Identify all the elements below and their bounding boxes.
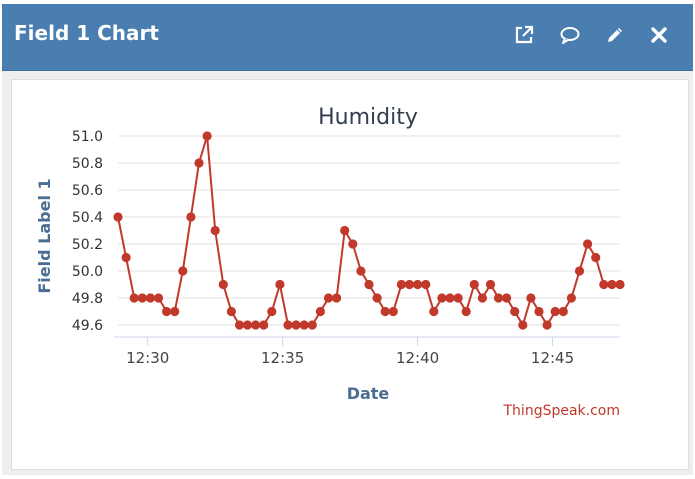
data-point: [307, 320, 317, 330]
data-point: [607, 279, 617, 290]
data-point: [153, 293, 164, 303]
data-point: [162, 306, 172, 317]
chart-panel: Humidity 51.0 50.8 50.6 50.4 50.2 50.0 49.8 49.6…: [11, 79, 689, 470]
data-point: [251, 320, 261, 330]
data-point: [186, 212, 196, 222]
data-point: [234, 320, 245, 330]
data-point: [558, 306, 568, 317]
widget-header: Field 1 Chart: [2, 4, 693, 71]
data-point: [477, 293, 487, 303]
data-point: [566, 293, 577, 303]
data-point: [550, 306, 560, 317]
data-point: [315, 306, 325, 317]
y-tick-label: 51.0: [72, 129, 103, 145]
data-point: [226, 306, 236, 317]
data-point: [413, 279, 423, 290]
data-point: [372, 293, 382, 303]
y-tick-label: 50.0: [72, 264, 103, 280]
data-point: [242, 320, 253, 330]
data-point: [194, 158, 204, 168]
data-point: [510, 306, 520, 317]
data-point: [534, 306, 544, 317]
data-point: [502, 293, 512, 303]
data-point: [518, 320, 528, 330]
data-point: [283, 320, 293, 330]
data-point: [356, 266, 366, 276]
data-point: [218, 279, 228, 290]
data-point: [526, 293, 536, 303]
data-point: [178, 266, 188, 276]
humidity-chart: Humidity 51.0 50.8 50.6 50.4 50.2 50.0 49.8 49.6…: [35, 105, 625, 419]
y-tick-label: 49.8: [72, 291, 103, 307]
data-point: [299, 320, 309, 330]
x-tick-label: 12:40: [396, 349, 439, 367]
widget-title: Field 1 Chart: [14, 21, 159, 45]
data-point: [542, 320, 552, 330]
data-point: [121, 252, 131, 263]
data-point: [275, 279, 285, 290]
y-tick-label: 50.4: [72, 210, 103, 226]
data-point: [267, 306, 277, 317]
y-axis-label: Field Label 1: [35, 178, 54, 293]
x-tick-label: 12:30: [126, 349, 169, 367]
y-tick-label: 50.8: [72, 156, 103, 172]
data-point: [485, 279, 496, 290]
y-tick-label: 50.2: [72, 237, 103, 253]
external-link-icon[interactable]: [512, 23, 536, 47]
y-tick-label: 50.6: [72, 183, 103, 199]
x-tick-label: 12:45: [531, 349, 574, 367]
pencil-icon[interactable]: [603, 23, 627, 47]
data-point: [291, 320, 301, 330]
data-point: [574, 266, 585, 276]
data-point: [421, 279, 431, 290]
data-point: [445, 293, 455, 303]
data-point: [364, 279, 374, 290]
x-tick-label: 12:35: [261, 349, 304, 367]
data-point: [615, 279, 625, 290]
data-point: [493, 293, 504, 303]
x-axis-label: Date: [347, 384, 390, 403]
data-point: [469, 279, 479, 290]
data-point: [323, 293, 334, 303]
data-point: [170, 306, 180, 317]
data-point: [461, 306, 471, 317]
data-point: [348, 239, 358, 249]
data-point: [404, 279, 415, 290]
thingspeak-credit-link[interactable]: ThingSpeak.com: [503, 403, 621, 419]
data-point: [591, 252, 601, 263]
data-point: [437, 293, 447, 303]
data-point: [429, 306, 439, 317]
data-point: [113, 212, 123, 222]
y-tick-label: 49.6: [72, 318, 103, 334]
data-point: [388, 306, 398, 317]
data-point: [259, 320, 269, 330]
comment-icon[interactable]: [558, 23, 582, 47]
data-point: [332, 293, 342, 303]
chart-title: Humidity: [318, 105, 418, 130]
data-point: [599, 279, 609, 290]
data-point: [145, 293, 155, 303]
data-point: [396, 279, 406, 290]
data-point: [210, 225, 220, 236]
close-icon[interactable]: [647, 23, 671, 47]
chart-widget: Field 1 Chart Humidi: [2, 4, 693, 475]
data-point: [137, 293, 147, 303]
data-point: [340, 225, 350, 236]
data-point: [202, 131, 212, 141]
data-point: [380, 306, 390, 317]
data-point: [129, 293, 139, 303]
series-line: [117, 135, 620, 328]
data-point: [583, 239, 593, 249]
data-point: [453, 293, 463, 303]
